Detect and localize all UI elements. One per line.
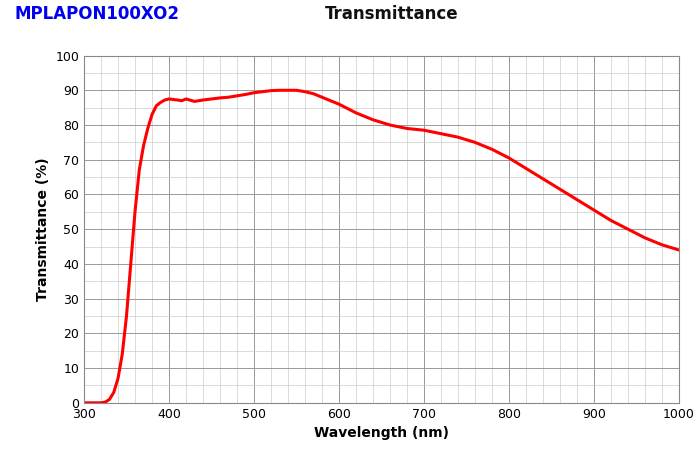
X-axis label: Wavelength (nm): Wavelength (nm) [314,426,449,440]
Y-axis label: Transmittance (%): Transmittance (%) [36,157,50,301]
Text: Transmittance: Transmittance [326,5,458,23]
Text: MPLAPON100XO2: MPLAPON100XO2 [14,5,179,23]
